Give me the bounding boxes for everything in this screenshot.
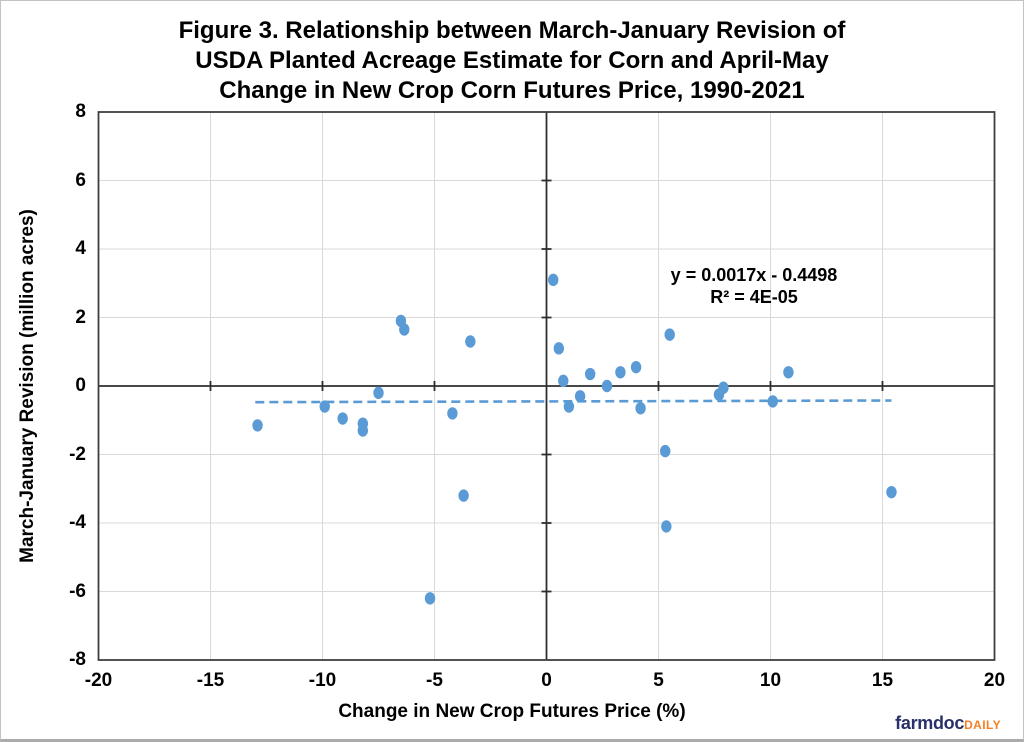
data-point (661, 520, 672, 533)
trendline-equation: y = 0.0017x - 0.4498 R² = 4E-05 (671, 264, 838, 308)
data-point (252, 419, 263, 432)
y-tick-label: -2 (69, 443, 86, 465)
plot-frame (97, 111, 996, 661)
data-point (601, 379, 613, 393)
logo-suffix: DAILY (964, 718, 1001, 732)
y-tick-label: 0 (75, 375, 86, 396)
chart-title: Figure 3. Relationship between March-Jan… (1, 16, 1023, 106)
data-point (783, 366, 794, 379)
data-point (718, 381, 729, 394)
data-point (767, 395, 778, 408)
y-tick-label: -6 (69, 580, 86, 602)
x-tick-label: 10 (759, 670, 782, 691)
data-point (337, 412, 348, 425)
y-tick-label: -8 (69, 649, 86, 670)
x-axis-title: Change in New Crop Futures Price (%) (338, 701, 686, 722)
y-axis-title: March-January Revision (million acres) (17, 209, 38, 563)
equation-line: y = 0.0017x - 0.4498 (670, 265, 838, 285)
data-point (635, 402, 646, 415)
x-tick-label: -20 (84, 670, 113, 691)
data-point (447, 407, 458, 420)
data-point (615, 366, 626, 379)
data-point (458, 489, 469, 502)
chart-title-line-1: Figure 3. Relationship between March-Jan… (178, 17, 846, 44)
data-point (399, 323, 410, 336)
data-point (373, 386, 384, 400)
x-tick-label: -10 (308, 670, 337, 691)
chart-title-line-3: Change in New Crop Corn Futures Price, 1… (219, 77, 805, 104)
y-tick-label: 8 (75, 101, 86, 122)
x-tick-label: 0 (541, 670, 552, 691)
data-point (574, 390, 586, 403)
y-tick-label: 6 (75, 169, 86, 191)
data-point (424, 592, 436, 605)
x-tick-label: 15 (871, 670, 894, 691)
data-point (553, 342, 565, 355)
x-tick-label: -15 (196, 670, 225, 691)
farmdoc-daily-logo: farmdocDAILY (895, 713, 1001, 735)
data-point (886, 485, 897, 499)
y-tick-label: -4 (69, 512, 86, 533)
logo-brand: farmdoc (895, 713, 965, 733)
trendline (255, 399, 892, 404)
y-tick-label: 2 (75, 306, 86, 328)
x-tick-label: 20 (983, 670, 1006, 691)
data-point (319, 400, 330, 413)
x-tick-label: 5 (653, 670, 664, 691)
data-point (584, 367, 596, 381)
data-point (630, 360, 642, 374)
data-point (465, 335, 476, 348)
data-point (664, 328, 675, 341)
data-point (357, 424, 369, 437)
r-squared-line: R² = 4E-05 (710, 287, 798, 307)
data-point (660, 444, 671, 458)
chart-title-line-2: USDA Planted Acreage Estimate for Corn a… (195, 47, 829, 74)
y-tick-label: 4 (75, 238, 86, 259)
data-point (548, 273, 559, 287)
x-tick-label: -5 (426, 670, 443, 691)
data-point (563, 400, 575, 413)
data-point (558, 374, 569, 388)
